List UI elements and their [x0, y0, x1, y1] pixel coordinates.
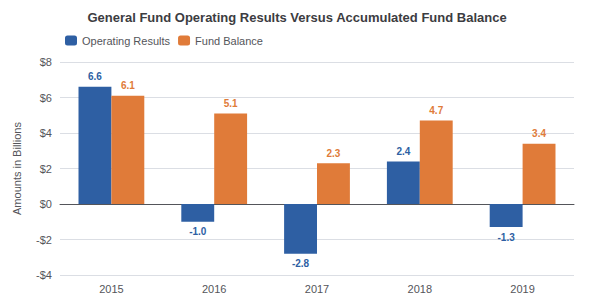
svg-text:2018: 2018 [408, 283, 432, 295]
svg-text:Amounts in Billions: Amounts in Billions [11, 122, 23, 215]
svg-text:Operating Results: Operating Results [82, 35, 171, 47]
svg-text:General Fund Operating Results: General Fund Operating Results Versus Ac… [87, 10, 506, 25]
svg-text:5.1: 5.1 [224, 98, 238, 109]
svg-text:2019: 2019 [510, 283, 534, 295]
svg-text:$8: $8 [40, 56, 52, 68]
svg-text:2.3: 2.3 [326, 148, 340, 159]
svg-text:-1.3: -1.3 [498, 232, 516, 243]
svg-text:-1.0: -1.0 [189, 226, 207, 237]
svg-text:3.4: 3.4 [532, 128, 546, 139]
svg-text:Fund Balance: Fund Balance [195, 35, 263, 47]
svg-text:$4: $4 [40, 127, 52, 139]
svg-text:$2: $2 [40, 163, 52, 175]
svg-text:6.6: 6.6 [88, 71, 102, 82]
svg-text:2017: 2017 [305, 283, 329, 295]
svg-text:$0: $0 [40, 198, 52, 210]
svg-text:2.4: 2.4 [396, 146, 410, 157]
svg-text:4.7: 4.7 [429, 105, 443, 116]
svg-text:$6: $6 [40, 92, 52, 104]
svg-text:-$2: -$2 [36, 234, 52, 246]
svg-text:2015: 2015 [99, 283, 123, 295]
svg-text:2016: 2016 [202, 283, 226, 295]
svg-text:-$4: -$4 [36, 269, 52, 281]
svg-text:6.1: 6.1 [121, 80, 135, 91]
svg-text:-2.8: -2.8 [292, 258, 310, 269]
